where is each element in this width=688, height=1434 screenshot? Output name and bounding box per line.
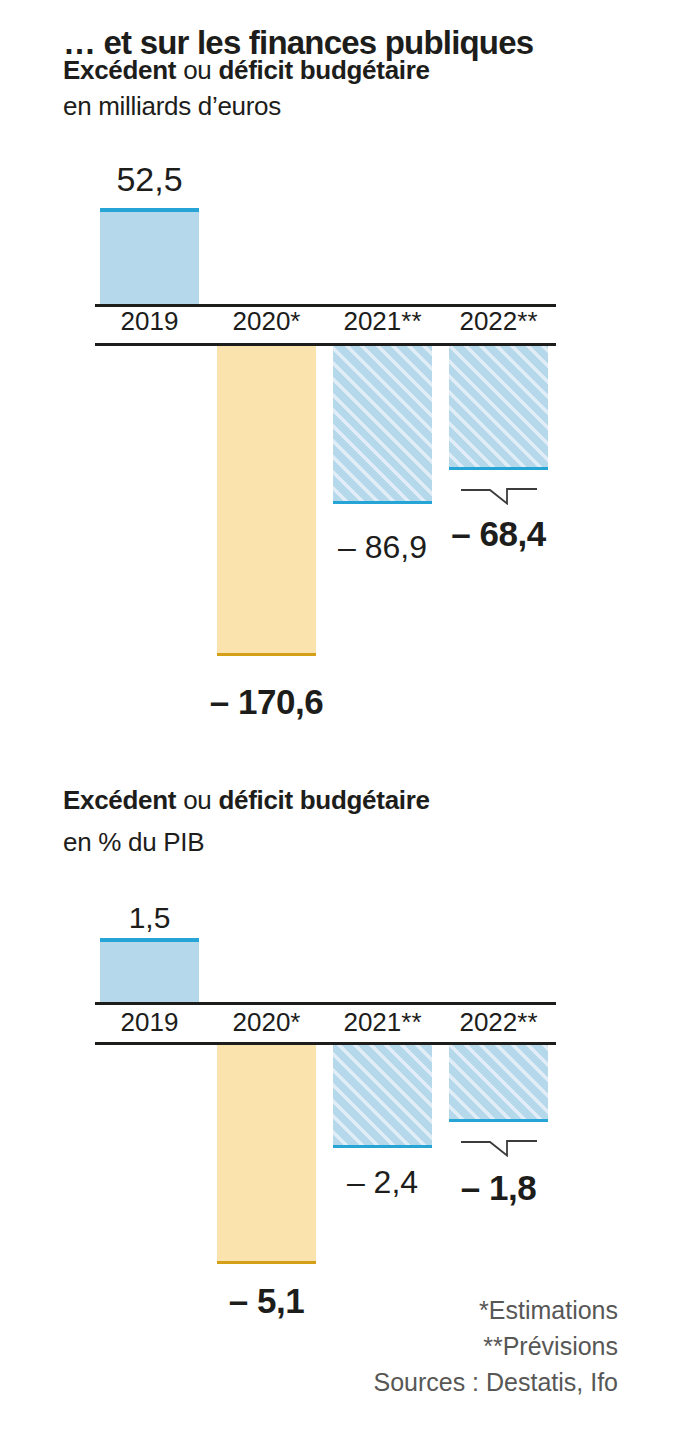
chart1-subtitle: Excédent ou déficit budgétaire xyxy=(63,55,430,86)
chart1-subtitle-bold-deficit: déficit budgétaire xyxy=(218,55,429,85)
value-label: 52,5 xyxy=(70,160,230,198)
chart2-subtitle: Excédent ou déficit budgétaire xyxy=(63,785,430,816)
bar xyxy=(100,208,199,304)
category-label: 2022** xyxy=(429,306,568,337)
bar xyxy=(217,346,316,656)
footnote-previsions: **Prévisions xyxy=(373,1328,618,1364)
value-label: 1,5 xyxy=(70,901,230,935)
break-marker-icon xyxy=(461,1137,537,1157)
value-label: – 5,1 xyxy=(187,1281,347,1320)
bar xyxy=(449,1045,548,1122)
category-label: 2022** xyxy=(429,1007,568,1038)
x-axis-line xyxy=(95,1002,556,1005)
bar xyxy=(333,1045,432,1148)
bar xyxy=(449,346,548,470)
break-marker-icon xyxy=(461,485,537,505)
infographic-public-finances: … et sur les finances publiques Excédent… xyxy=(0,0,688,1434)
value-label: – 170,6 xyxy=(187,682,347,721)
chart2-unit-label: en % du PIB xyxy=(63,827,204,858)
chart1-subtitle-connector: ou xyxy=(176,55,218,85)
bar xyxy=(100,938,199,1003)
bar xyxy=(217,1045,316,1264)
chart1-unit-label: en milliards d’euros xyxy=(63,91,281,122)
footnote-estimations: *Estimations xyxy=(373,1292,618,1328)
chart2-subtitle-connector: ou xyxy=(176,785,218,815)
bar xyxy=(333,346,432,504)
chart1-subtitle-bold-excedent: Excédent xyxy=(63,55,176,85)
value-label: – 1,8 xyxy=(419,1168,579,1207)
chart2-subtitle-bold-deficit: déficit budgétaire xyxy=(218,785,429,815)
source-line: Sources : Destatis, Ifo xyxy=(373,1364,618,1400)
value-label: – 68,4 xyxy=(419,514,579,553)
footnotes: *Estimations **Prévisions Sources : Dest… xyxy=(373,1292,618,1400)
chart2-subtitle-bold-excedent: Excédent xyxy=(63,785,176,815)
